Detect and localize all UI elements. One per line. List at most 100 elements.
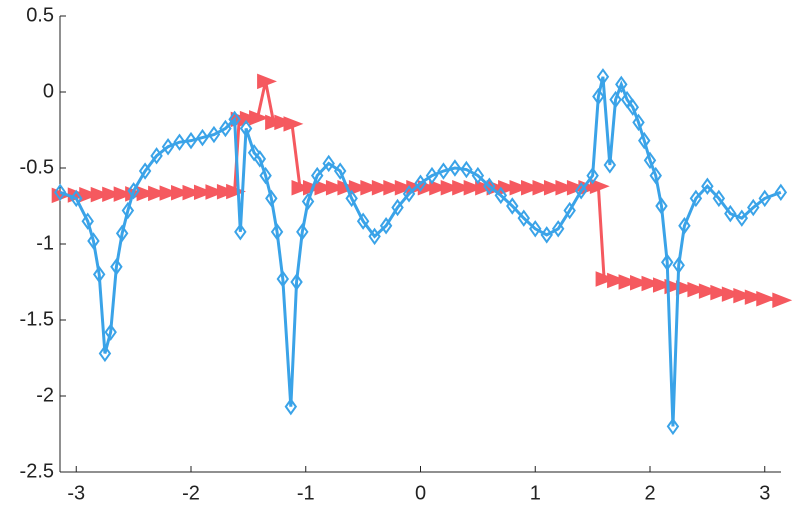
marker xyxy=(483,177,496,195)
marker xyxy=(721,286,742,302)
marker xyxy=(506,197,519,215)
marker xyxy=(322,154,335,173)
marker xyxy=(171,185,191,201)
marker xyxy=(92,265,106,284)
marker xyxy=(70,189,83,208)
marker xyxy=(159,185,180,201)
marker xyxy=(756,290,777,307)
marker xyxy=(774,183,788,202)
marker xyxy=(173,133,186,151)
marker xyxy=(710,284,731,301)
marker xyxy=(452,180,473,196)
marker xyxy=(586,166,599,185)
marker xyxy=(607,272,627,289)
marker xyxy=(540,226,553,244)
marker xyxy=(98,344,112,363)
marker xyxy=(643,151,657,170)
marker xyxy=(509,180,530,196)
marker xyxy=(595,271,616,287)
marker xyxy=(698,283,719,299)
marker xyxy=(517,209,531,227)
marker xyxy=(291,180,312,196)
marker xyxy=(735,209,749,227)
marker xyxy=(772,292,793,308)
marker xyxy=(609,90,622,109)
marker xyxy=(348,180,369,196)
marker xyxy=(655,197,668,215)
marker xyxy=(649,166,662,185)
marker xyxy=(276,270,290,288)
marker xyxy=(701,177,714,195)
marker xyxy=(333,162,347,180)
marker xyxy=(345,189,358,208)
marker xyxy=(563,201,576,220)
marker xyxy=(425,166,439,185)
marker xyxy=(249,110,269,126)
marker xyxy=(113,186,134,202)
marker xyxy=(471,166,485,185)
marker xyxy=(193,184,214,201)
marker xyxy=(402,185,416,203)
marker xyxy=(543,180,564,196)
x-tick-label: 2 xyxy=(644,482,655,504)
marker xyxy=(592,87,605,106)
marker xyxy=(630,275,650,291)
marker xyxy=(437,162,450,180)
marker xyxy=(555,180,576,196)
marker xyxy=(672,256,685,275)
marker xyxy=(356,212,370,230)
marker xyxy=(460,160,473,179)
marker xyxy=(150,147,163,165)
marker xyxy=(104,323,117,341)
marker xyxy=(138,162,152,180)
x-tick-label: -2 xyxy=(182,482,200,504)
x-tick-label: -3 xyxy=(67,482,85,504)
marker xyxy=(53,183,67,202)
marker xyxy=(660,253,674,271)
marker xyxy=(234,223,247,241)
marker xyxy=(110,258,123,276)
marker xyxy=(310,166,324,185)
x-tick-label: 3 xyxy=(759,482,770,504)
marker xyxy=(87,232,100,250)
y-tick-label: 0 xyxy=(43,80,54,102)
marker xyxy=(283,116,304,132)
marker xyxy=(733,287,754,304)
marker xyxy=(270,223,284,241)
series-line xyxy=(59,76,782,427)
marker xyxy=(102,186,123,203)
y-tick-label: -2.5 xyxy=(20,460,54,482)
marker xyxy=(247,144,261,162)
marker xyxy=(689,189,703,208)
marker xyxy=(259,166,272,185)
marker xyxy=(448,159,462,177)
marker xyxy=(638,131,651,150)
marker xyxy=(758,189,771,208)
marker xyxy=(414,174,427,192)
marker xyxy=(148,185,168,202)
marker xyxy=(391,198,404,217)
marker xyxy=(589,178,610,194)
y-tick-label: -1 xyxy=(36,232,54,254)
x-tick-label: 1 xyxy=(530,482,541,504)
marker xyxy=(219,119,232,138)
marker xyxy=(182,184,203,201)
marker xyxy=(184,131,198,150)
marker xyxy=(371,180,392,196)
marker xyxy=(296,223,309,241)
marker xyxy=(574,182,588,200)
marker xyxy=(314,180,335,196)
marker xyxy=(115,224,129,243)
marker xyxy=(253,150,267,168)
marker xyxy=(301,192,315,211)
y-tick-label: -2 xyxy=(36,384,54,406)
marker xyxy=(603,156,617,174)
y-tick-label: 0.5 xyxy=(26,4,54,26)
y-tick-label: -0.5 xyxy=(20,156,54,178)
y-tick-label: -1.5 xyxy=(20,308,54,330)
marker xyxy=(205,184,226,200)
marker xyxy=(228,110,241,129)
marker xyxy=(360,180,381,196)
